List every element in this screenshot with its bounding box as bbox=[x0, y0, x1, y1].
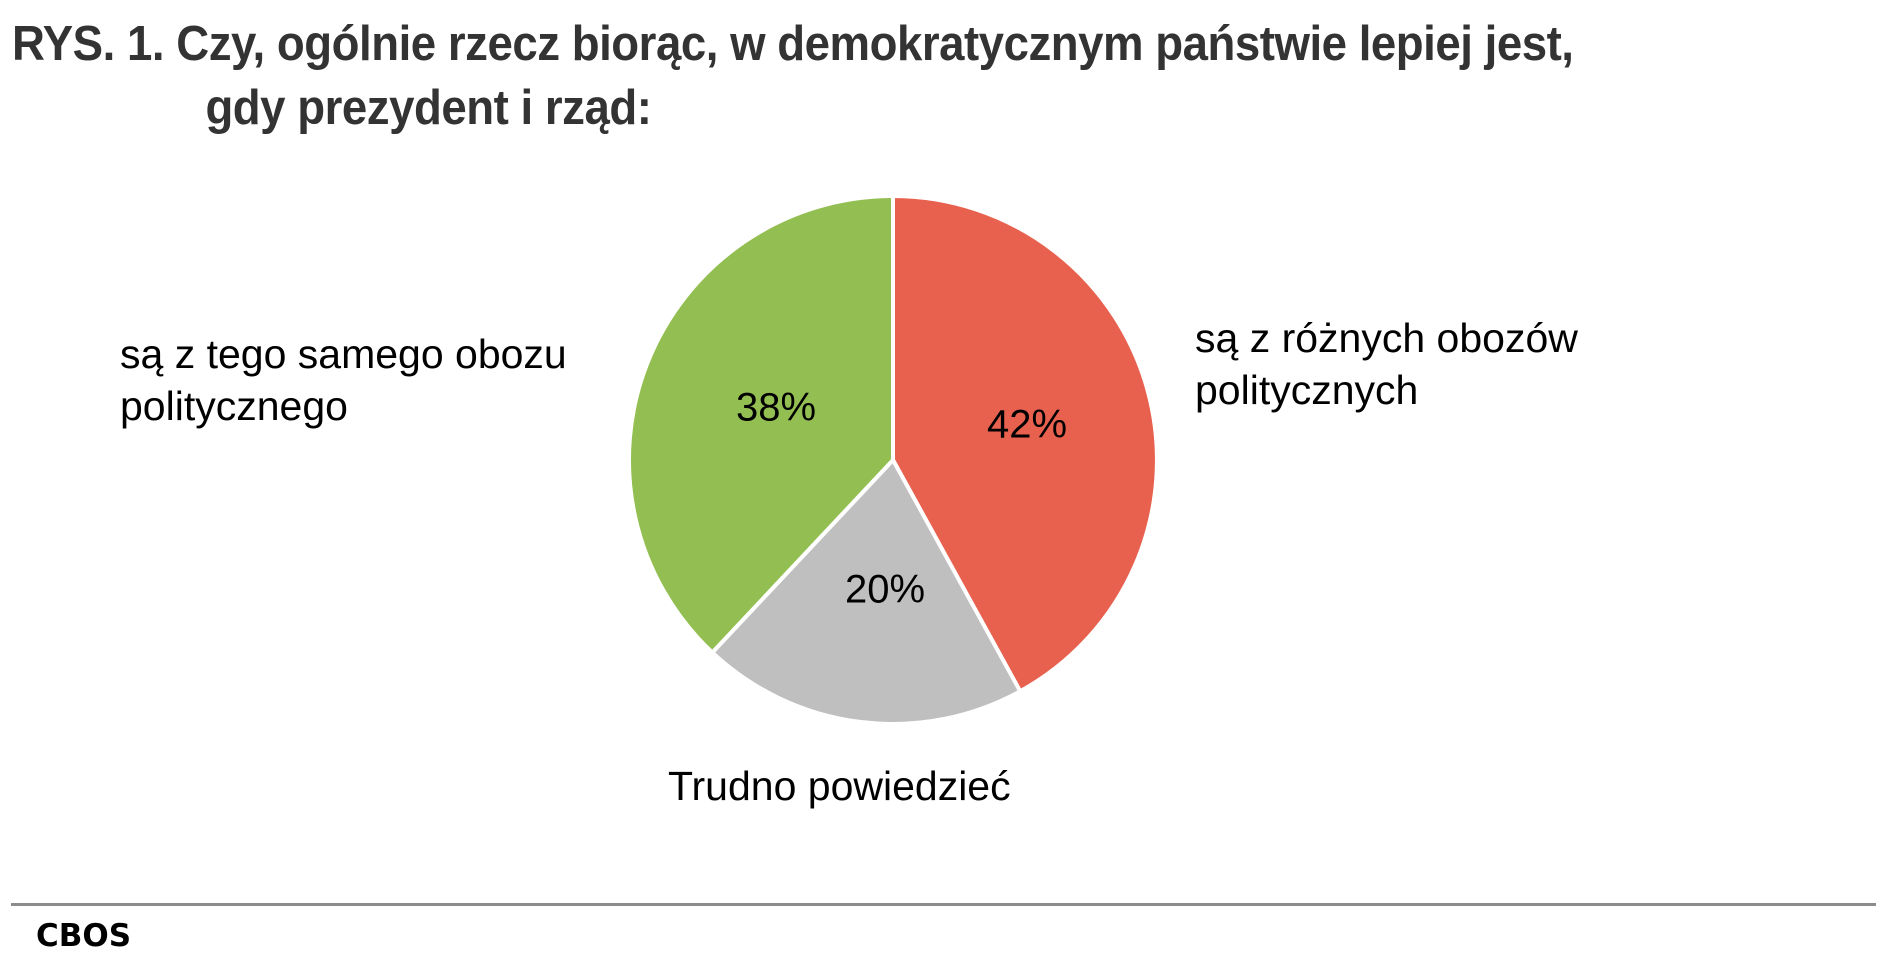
pct-label-different-camps: 42% bbox=[986, 402, 1068, 447]
source-label: CBOS bbox=[36, 918, 132, 954]
chart-title-line2: gdy prezydent i rząd: bbox=[205, 81, 652, 135]
label-different-camps-line2: politycznych bbox=[1195, 367, 1419, 413]
slice-same-camp bbox=[626, 194, 895, 655]
chart-title: RYS. 1. Czy, ogólnie rzecz biorąc, w dem… bbox=[12, 12, 1574, 140]
chart-title-line1: RYS. 1. Czy, ogólnie rzecz biorąc, w dem… bbox=[12, 17, 1574, 71]
slice-hard-to-say bbox=[710, 458, 1023, 726]
label-same-camp-line2: politycznego bbox=[120, 383, 348, 429]
label-same-camp: są z tego samego obozu politycznego bbox=[120, 328, 567, 432]
pct-label-same-camp: 38% bbox=[735, 385, 817, 430]
pct-label-hard-to-say: 20% bbox=[844, 567, 926, 612]
footer-divider bbox=[11, 903, 1876, 906]
label-same-camp-line1: są z tego samego obozu bbox=[120, 331, 567, 377]
label-different-camps-line1: są z różnych obozów bbox=[1195, 315, 1578, 361]
label-different-camps: są z różnych obozów politycznych bbox=[1195, 312, 1578, 416]
label-hard-to-say: Trudno powiedzieć bbox=[668, 763, 1011, 809]
slice-different-camps bbox=[891, 194, 1159, 694]
